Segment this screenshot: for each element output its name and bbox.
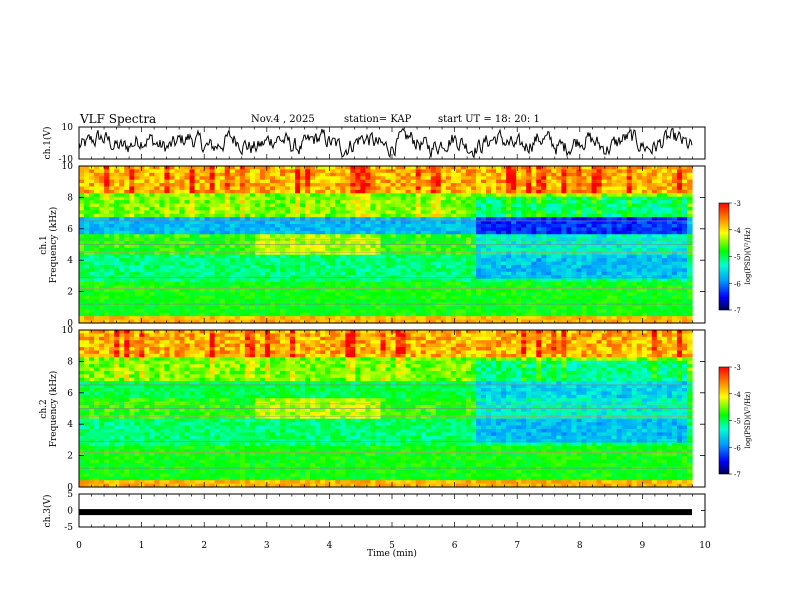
ch3-ylabel: ch.3(V) bbox=[42, 495, 53, 528]
colorbar-tick: -7 bbox=[734, 307, 741, 315]
colorbar-tick: -6 bbox=[734, 444, 741, 452]
ch2-colorbar-label: log(PSD)(V²/Hz) bbox=[744, 391, 752, 448]
ch1-colorbar-label: log(PSD)(V²/Hz) bbox=[744, 227, 752, 284]
ch3-ytick: -5 bbox=[64, 523, 73, 533]
ch1-ylabel: ch.1(V) bbox=[42, 127, 53, 160]
colorbar-tick: -6 bbox=[734, 280, 741, 288]
spec2-ytick: 2 bbox=[67, 452, 73, 462]
x-tick-label: 9 bbox=[640, 541, 646, 551]
x-tick-label: 7 bbox=[514, 541, 520, 551]
spec1-ytick: 4 bbox=[67, 256, 73, 266]
ch1-spec-ylabel-2: Frequency (kHz) bbox=[48, 207, 59, 284]
ch1-spec-ylabel-1: ch.1 bbox=[39, 235, 49, 254]
ch2-spec-ylabel-2: Frequency (kHz) bbox=[48, 371, 59, 448]
colorbar-tick: -5 bbox=[734, 418, 741, 426]
spec1-ytick: 8 bbox=[67, 193, 73, 203]
colorbar-tick: -7 bbox=[734, 471, 741, 479]
x-tick-label: 6 bbox=[452, 541, 458, 551]
ch1-waveform-line bbox=[78, 127, 693, 159]
colorbar-tick: -5 bbox=[734, 254, 741, 262]
spec1-ytick: 2 bbox=[67, 288, 73, 298]
ch3-signal-line bbox=[79, 509, 692, 516]
x-tick-label: 8 bbox=[577, 541, 583, 551]
colorbar-tick: -4 bbox=[734, 391, 741, 399]
x-tick-label: 2 bbox=[201, 541, 207, 551]
spec1-ytick: 10 bbox=[62, 162, 74, 172]
ch1-colorbar-gradient bbox=[718, 202, 730, 311]
x-tick-label: 5 bbox=[389, 541, 395, 551]
chart-title: VLF Spectra bbox=[80, 112, 157, 126]
spec2-ytick: 0 bbox=[67, 483, 73, 493]
x-tick-label: 4 bbox=[327, 541, 333, 551]
x-tick-label: 1 bbox=[139, 541, 145, 551]
start-time-label: start UT = 18: 20: 1 bbox=[438, 114, 540, 125]
ch2-spec-ylabel-1: ch.2 bbox=[39, 399, 49, 418]
spec2-ytick: 8 bbox=[67, 357, 73, 367]
ch2-spectrogram-panel: 0 2 4 6 8 10 ch.2 Frequency (kHz) bbox=[39, 326, 706, 493]
station-label: station= KAP bbox=[344, 114, 412, 125]
spec2-ytick: 4 bbox=[67, 420, 73, 430]
ch2-spectrogram-image bbox=[79, 330, 693, 488]
ch3-panel: 50-5 ch.3(V) 0 1 2 3 4 5 6 7 8 9 10 Time (min) bbox=[42, 127, 711, 559]
ch1-spectrogram-panel: 0 2 4 6 8 10 ch.1 Frequency (kHz) bbox=[39, 162, 706, 329]
ch3-ytick: 0 bbox=[67, 507, 73, 517]
ch2-colorbar-gradient bbox=[718, 366, 730, 475]
spec2-ytick: 6 bbox=[67, 389, 73, 399]
x-axis-label: Time (min) bbox=[367, 548, 417, 559]
spec1-ytick: 0 bbox=[67, 319, 73, 329]
ch3-ytick: 5 bbox=[67, 490, 73, 500]
spec1-ytick: 6 bbox=[67, 225, 73, 235]
date-label: Nov.4 , 2025 bbox=[251, 114, 315, 125]
ch1-colorbar: -3 -4 -5 -6 -7 log(PSD)(V²/Hz) bbox=[718, 200, 752, 315]
x-tick-label: 3 bbox=[264, 541, 270, 551]
x-tick-label: 0 bbox=[76, 541, 82, 551]
ch1-ytick-neg10: -10 bbox=[59, 155, 74, 165]
colorbar-tick: -3 bbox=[734, 364, 741, 372]
colorbar-tick: -3 bbox=[734, 200, 741, 208]
colorbar-tick: -4 bbox=[734, 227, 741, 235]
ch2-colorbar: -3 -4 -5 -6 -7 log(PSD)(V²/Hz) bbox=[718, 364, 752, 479]
spec2-ytick: 10 bbox=[62, 326, 74, 336]
ch1-spectrogram-image bbox=[79, 166, 693, 324]
x-tick-label: 10 bbox=[699, 541, 711, 551]
ch1-ytick-10: 10 bbox=[62, 123, 74, 133]
